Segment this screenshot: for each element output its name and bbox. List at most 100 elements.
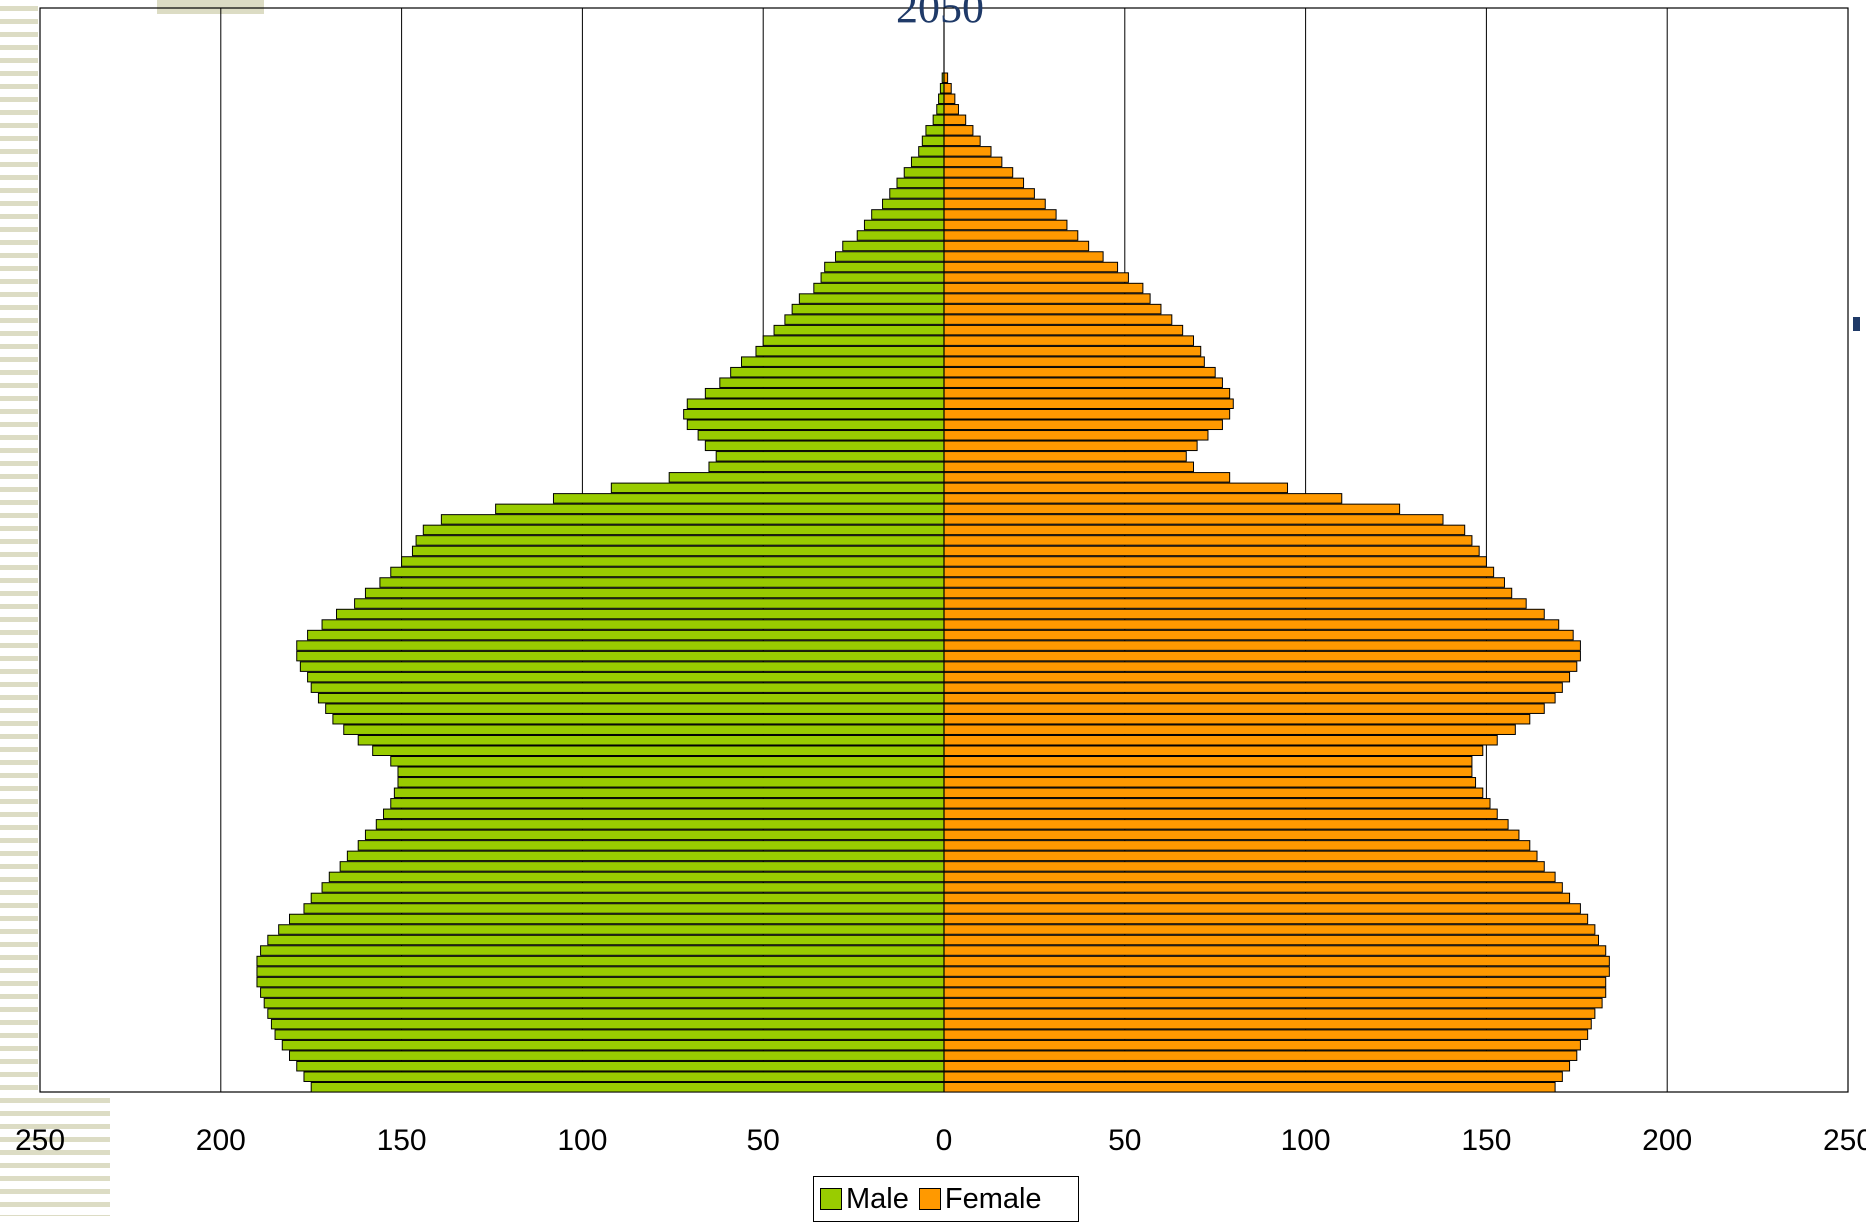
x-tick-label: 150 (377, 1124, 427, 1157)
bar-male (798, 293, 945, 304)
stripe (0, 864, 38, 869)
bar-female (943, 198, 1046, 210)
stripe (0, 1124, 110, 1129)
bar-female (943, 104, 959, 115)
bar-male (889, 188, 945, 199)
x-tick-label: 50 (1108, 1124, 1141, 1157)
stripe (0, 630, 38, 635)
bar-male (357, 840, 945, 851)
bar-male (278, 924, 945, 935)
stripe (0, 318, 38, 323)
stripe (0, 1098, 110, 1103)
bar-male (364, 829, 945, 841)
bar-male (704, 440, 945, 452)
stripe (0, 110, 38, 115)
bar-male (267, 1008, 945, 1019)
bar-male (610, 482, 945, 494)
bar-male (708, 461, 945, 473)
bar-male (411, 545, 945, 557)
stripe (0, 409, 38, 414)
bar-male (440, 514, 945, 525)
bar-female (943, 734, 1498, 746)
stripe (0, 500, 38, 505)
bar-female (943, 261, 1119, 273)
stripe (0, 461, 38, 466)
bar-female (943, 451, 1187, 462)
bar-male (267, 934, 945, 946)
x-tick-label: 250 (1823, 1124, 1866, 1157)
legend-swatch-female (918, 1188, 941, 1210)
stripe (0, 734, 38, 739)
stripe (0, 1189, 110, 1194)
bar-female (943, 997, 1603, 1009)
bar-male (936, 104, 945, 115)
stripe (0, 1150, 110, 1155)
stripe (0, 240, 38, 245)
bar-male (303, 1071, 945, 1082)
bar-male (552, 493, 945, 504)
bar-female (943, 461, 1195, 473)
bar-female (943, 987, 1607, 998)
bar-female (943, 661, 1578, 672)
bar-female (943, 966, 1610, 977)
bar-female (943, 787, 1484, 799)
bar-female (943, 913, 1589, 925)
stripe (0, 422, 38, 427)
bar-male (296, 1060, 945, 1072)
bar-female (943, 577, 1505, 588)
bar-male (397, 777, 945, 788)
bar-female (943, 619, 1560, 630)
bar-female (943, 545, 1480, 557)
bar-male (317, 692, 945, 704)
stripe (0, 526, 38, 531)
bar-female (943, 903, 1581, 914)
stripe (0, 1007, 38, 1012)
stripe (0, 292, 38, 297)
stripe (0, 877, 38, 882)
stripe (0, 266, 38, 271)
bar-female (943, 93, 956, 105)
bar-female (943, 387, 1231, 399)
stripe (0, 1163, 110, 1168)
bar-male (274, 1029, 945, 1040)
bar-male (307, 629, 945, 641)
bar-female (943, 608, 1545, 620)
stripe (0, 162, 38, 167)
bar-male (354, 598, 945, 609)
bar-female (943, 503, 1401, 515)
bar-female (943, 146, 992, 157)
bar-male (856, 230, 945, 241)
bar-male (741, 356, 945, 367)
bar-female (943, 272, 1129, 283)
bar-male (256, 955, 945, 967)
bar-male (372, 745, 945, 757)
stripe (0, 968, 38, 973)
bar-male (863, 219, 945, 231)
stripe (0, 448, 38, 453)
bar-female (943, 230, 1079, 241)
bar-female (943, 976, 1607, 988)
stripe (0, 71, 38, 76)
stripe (0, 903, 38, 908)
legend-swatch-male (820, 1188, 842, 1210)
bar-female (943, 251, 1104, 262)
bar-male (364, 587, 945, 599)
stripe (0, 1137, 110, 1142)
bar-male (328, 871, 945, 883)
bar-male (289, 913, 945, 925)
bar-male (299, 661, 945, 672)
bar-female (943, 1029, 1589, 1040)
stripe (0, 227, 38, 232)
chart-legend: Male Female (813, 1176, 1079, 1222)
stripe (0, 188, 38, 193)
bar-male (325, 703, 945, 714)
bar-male (332, 713, 945, 725)
stripe (0, 357, 38, 362)
bar-female (943, 1039, 1581, 1051)
bar-female (943, 1050, 1578, 1061)
bar-female (943, 1071, 1563, 1082)
bar-male (921, 135, 945, 147)
bar-female (943, 955, 1610, 967)
bar-female (943, 188, 1035, 199)
bar-male (336, 608, 945, 620)
